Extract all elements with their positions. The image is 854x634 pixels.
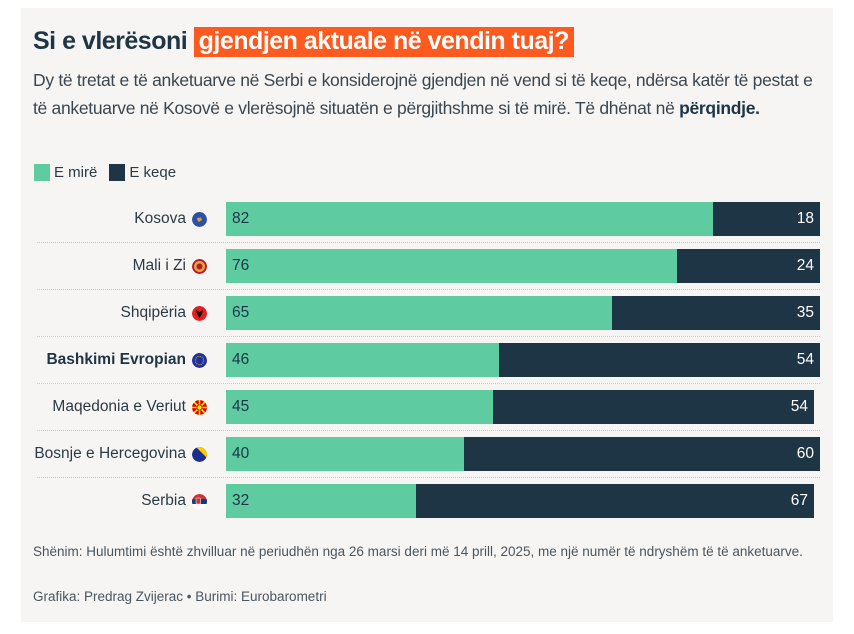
legend-item-bad: E keqe — [109, 164, 176, 181]
subtitle-text: Dy të tretat e të anketuarve në Serbi e … — [33, 70, 813, 118]
category-label: Maqedonia e Veriut — [52, 390, 207, 424]
bar-good — [226, 296, 612, 330]
category-label: Kosova — [134, 202, 207, 236]
bar-bad — [493, 390, 814, 424]
bar-bad — [499, 343, 820, 377]
bar-bad — [713, 202, 820, 236]
legend: E mirë E keqe — [34, 164, 188, 181]
data-label-good: 32 — [232, 492, 250, 509]
data-label-good: 40 — [232, 445, 250, 462]
eu-flag-icon — [192, 352, 207, 368]
category-label: Bosnje e Hercegovina — [34, 437, 207, 471]
albania-flag-icon — [192, 305, 207, 321]
category-label: Shqipëria — [120, 296, 207, 330]
category-label-text: Shqipëria — [120, 304, 187, 321]
stacked-bar-chart: Kosova 82 18 Mali i Zi 76 24 Shqipëria 65 35 Bash… — [21, 8, 833, 622]
legend-swatch-good — [34, 164, 50, 181]
footnote: Shënim: Hulumtimi është zhvilluar në per… — [33, 544, 803, 559]
chart-card: Si e vlerësoni gjendjen aktuale në vendi… — [21, 8, 833, 622]
bar-bad — [677, 249, 820, 283]
data-label-good: 76 — [232, 257, 250, 274]
bar-bad — [612, 296, 820, 330]
bar-good — [226, 390, 493, 424]
data-label-good: 65 — [232, 304, 250, 321]
category-label: Serbia — [141, 484, 207, 518]
category-label-text: Bosnje e Hercegovina — [34, 445, 186, 462]
bosnia-flag-icon — [192, 446, 207, 462]
data-label-bad: 18 — [796, 210, 814, 227]
category-label-text: Mali i Zi — [132, 257, 186, 274]
legend-label-bad: E keqe — [129, 164, 177, 181]
montenegro-flag-icon — [192, 258, 207, 274]
bar-good — [226, 202, 713, 236]
row-separator — [37, 289, 820, 290]
credit-line: Grafika: Predrag Zvijerac • Burimi: Euro… — [33, 589, 327, 604]
category-label: Mali i Zi — [133, 249, 207, 283]
north-macedonia-flag-icon — [192, 399, 207, 415]
data-label-bad: 60 — [796, 445, 814, 462]
row-separator — [37, 430, 820, 431]
data-label-bad: 24 — [796, 257, 814, 274]
row-separator — [37, 336, 820, 337]
category-label-text: Kosova — [134, 210, 186, 227]
data-label-good: 82 — [232, 210, 250, 227]
row-separator — [37, 383, 820, 384]
category-label-text: Bashkimi Evropian — [46, 351, 186, 368]
serbia-flag-icon — [192, 493, 207, 509]
category-label-text: Serbia — [141, 492, 186, 509]
chart-title: Si e vlerësoni gjendjen aktuale në vendi… — [33, 24, 574, 58]
title-plain: Si e vlerësoni — [33, 27, 188, 55]
bar-good — [226, 343, 499, 377]
legend-swatch-bad — [109, 164, 126, 181]
bar-good — [226, 484, 416, 518]
bar-good — [226, 437, 464, 471]
data-label-bad: 54 — [790, 398, 808, 415]
title-highlight: gjendjen aktuale në vendin tuaj? — [193, 27, 574, 57]
kosovo-flag-icon — [192, 211, 207, 227]
subtitle-bold: përqindje. — [679, 98, 760, 118]
bar-bad — [464, 437, 820, 471]
data-label-bad: 54 — [796, 351, 814, 368]
data-label-bad: 35 — [796, 304, 814, 321]
bar-bad — [416, 484, 814, 518]
category-label-text: Maqedonia e Veriut — [52, 398, 186, 415]
bar-good — [226, 249, 677, 283]
data-label-bad: 67 — [790, 492, 808, 509]
legend-label-good: E mirë — [54, 164, 98, 181]
legend-item-good: E mirë — [34, 164, 97, 181]
row-separator — [37, 477, 820, 478]
chart-subtitle: Dy të tretat e të anketuarve në Serbi e … — [33, 66, 823, 122]
data-label-good: 46 — [232, 351, 250, 368]
category-label: Bashkimi Evropian — [46, 343, 207, 377]
row-separator — [37, 242, 820, 243]
data-label-good: 45 — [232, 398, 250, 415]
